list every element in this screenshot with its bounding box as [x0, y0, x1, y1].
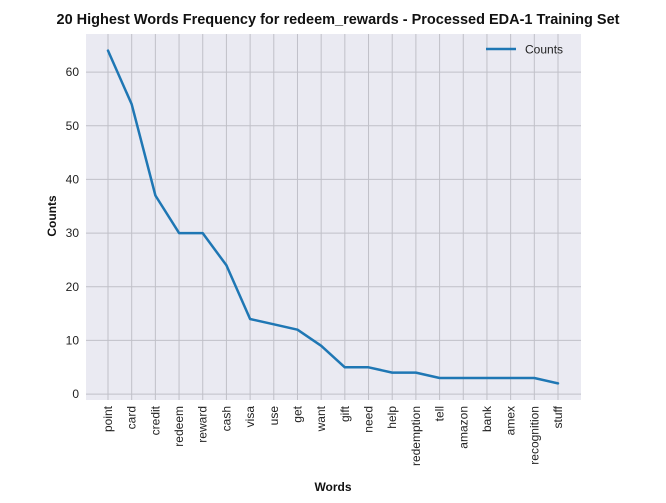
- x-tick-label-card: card: [125, 406, 139, 429]
- grid-lines: [86, 34, 581, 400]
- y-tick-label: 60: [66, 65, 80, 79]
- x-tick-label-bank: bank: [480, 405, 494, 432]
- x-tick-label-amazon: amazon: [456, 406, 470, 449]
- plot-area: [86, 34, 581, 400]
- y-tick-label: 50: [66, 119, 80, 133]
- y-tick-label: 20: [66, 280, 80, 294]
- series-line-counts: [106, 49, 560, 385]
- y-tick-label: 40: [66, 172, 80, 186]
- x-tick-label-get: get: [290, 405, 304, 422]
- y-tick-label: 10: [66, 333, 80, 347]
- x-tick-label-need: need: [362, 406, 376, 433]
- legend: Counts: [486, 43, 563, 57]
- x-axis-ticks: point card credit redeem reward cash visa use ge…: [101, 405, 565, 466]
- x-tick-label-gift: gift: [338, 405, 352, 422]
- x-tick-label-tell: tell: [433, 406, 447, 421]
- x-tick-label-redemption: redemption: [409, 406, 423, 466]
- x-tick-label-credit: credit: [148, 405, 162, 435]
- x-tick-label-help: help: [385, 406, 399, 429]
- legend-label-counts: Counts: [525, 43, 563, 57]
- x-tick-label-reward: reward: [196, 406, 210, 443]
- x-tick-label-amex: amex: [504, 406, 518, 435]
- x-tick-label-point: point: [101, 405, 115, 432]
- x-tick-label-use: use: [267, 406, 281, 426]
- series-layer: [106, 49, 560, 385]
- x-tick-label-want: want: [314, 405, 328, 432]
- y-tick-label: 30: [66, 226, 80, 240]
- y-tick-label: 0: [72, 387, 79, 401]
- x-tick-label-redeem: redeem: [172, 406, 186, 447]
- x-tick-label-visa: visa: [243, 406, 257, 428]
- x-tick-label-recognition: recognition: [527, 406, 541, 465]
- y-axis-ticks: 0 10 20 30 40 50 60: [66, 65, 80, 401]
- x-axis-label: Words: [314, 480, 351, 494]
- y-axis-label: Counts: [45, 195, 59, 237]
- x-tick-label-stuff: stuff: [551, 405, 565, 428]
- x-tick-label-cash: cash: [219, 406, 233, 431]
- chart-title: 20 Highest Words Frequency for redeem_re…: [57, 12, 620, 28]
